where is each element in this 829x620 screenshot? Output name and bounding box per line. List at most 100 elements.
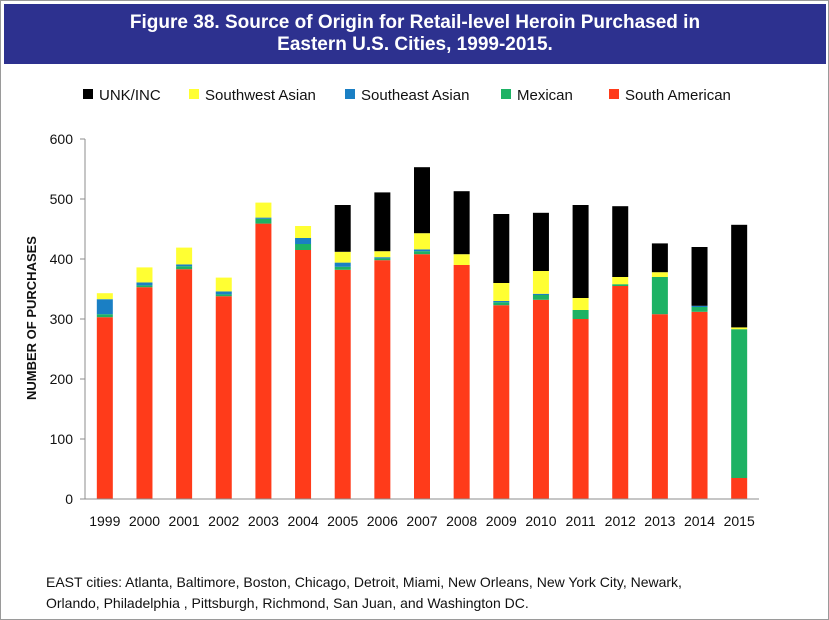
bar-southwest-asian-1999 xyxy=(96,293,113,300)
bar-southeast-asian-2004 xyxy=(295,238,312,244)
bar-southwest-asian-2006 xyxy=(374,251,391,258)
bar-stack-2000 xyxy=(136,267,153,499)
y-tick-label: 500 xyxy=(50,191,74,207)
bar-unk-inc-2008 xyxy=(453,191,470,255)
y-tick-label: 100 xyxy=(50,431,74,447)
bar-stack-1999 xyxy=(96,293,113,499)
bar-southwest-asian-2010 xyxy=(532,271,549,294)
bar-southwest-asian-2002 xyxy=(215,277,232,292)
bar-south-american-2000 xyxy=(136,287,153,499)
bar-stack-2007 xyxy=(414,167,430,499)
bar-stack-2011 xyxy=(572,205,589,499)
bar-southwest-asian-2015 xyxy=(731,327,748,330)
bar-stack-2012 xyxy=(612,206,629,499)
bar-south-american-2004 xyxy=(295,250,312,499)
bar-south-american-2015 xyxy=(731,478,748,499)
bar-mexican-2009 xyxy=(493,302,510,306)
bar-unk-inc-2006 xyxy=(374,192,391,252)
legend-label-southeast-asian: Southeast Asian xyxy=(361,87,469,104)
bar-southeast-asian-2005 xyxy=(334,262,351,267)
legend-item-southeast-asian: Southeast Asian xyxy=(345,87,469,104)
bar-stack-2004 xyxy=(295,226,312,499)
y-tick-label: 0 xyxy=(65,491,73,507)
figure-title-line-2: Eastern U.S. Cities, 1999-2015. xyxy=(277,34,553,55)
legend-item-south-american: South American xyxy=(609,87,731,104)
bar-unk-inc-2015 xyxy=(731,224,748,328)
bar-south-american-2006 xyxy=(374,260,391,499)
legend-swatch-mexican xyxy=(501,89,511,99)
legend-swatch-southwest-asian xyxy=(189,89,199,99)
bar-southeast-asian-2014 xyxy=(691,305,708,307)
bar-stack-2014 xyxy=(691,247,708,499)
legend-swatch-unk-inc xyxy=(83,89,93,99)
y-tick-label: 600 xyxy=(50,131,74,147)
bar-south-american-2011 xyxy=(572,319,589,499)
x-tick-label: 2001 xyxy=(169,513,200,529)
bar-southeast-asian-1999 xyxy=(96,299,113,315)
bar-southwest-asian-2013 xyxy=(651,272,668,277)
bar-southwest-asian-2012 xyxy=(612,277,629,285)
y-axis-label: NUMBER OF PURCHASES xyxy=(24,236,39,400)
y-tick-label: 400 xyxy=(50,251,74,267)
legend-label-unk-inc: UNK/INC xyxy=(99,87,161,104)
bar-south-american-2005 xyxy=(334,269,351,499)
x-tick-label: 2010 xyxy=(525,513,556,529)
legend-swatch-south-american xyxy=(609,89,619,99)
bar-southeast-asian-2007 xyxy=(414,249,430,252)
bar-mexican-2004 xyxy=(295,244,312,250)
bar-southwest-asian-2007 xyxy=(414,233,430,250)
bar-southeast-asian-2006 xyxy=(374,257,391,259)
legend-item-unk-inc: UNK/INC xyxy=(83,87,161,104)
bar-mexican-2000 xyxy=(136,285,153,288)
y-tick-label: 200 xyxy=(50,371,74,387)
bar-stack-2010 xyxy=(532,212,549,499)
legend-swatch-southeast-asian xyxy=(345,89,355,99)
bar-south-american-2003 xyxy=(255,223,272,499)
bar-southeast-asian-2010 xyxy=(532,293,549,295)
bar-southwest-asian-2003 xyxy=(255,202,272,218)
footnote: EAST cities: Atlanta, Baltimore, Boston,… xyxy=(46,572,806,614)
bar-unk-inc-2011 xyxy=(572,205,589,298)
x-tick-label: 2007 xyxy=(406,513,437,529)
bar-unk-inc-2013 xyxy=(651,243,668,273)
bar-stack-2013 xyxy=(651,243,668,499)
bar-southeast-asian-2002 xyxy=(215,291,232,295)
bar-mexican-1999 xyxy=(96,314,113,318)
bar-south-american-2007 xyxy=(414,254,430,499)
bar-mexican-2005 xyxy=(334,266,351,270)
bar-southwest-asian-2009 xyxy=(493,283,510,301)
bar-stack-2008 xyxy=(453,191,470,499)
y-axis: 0 100 200 300 400 500 600 NUMBER OF PURCHASES xyxy=(24,131,86,507)
x-tick-label: 2005 xyxy=(327,513,358,529)
bar-mexican-2006 xyxy=(374,258,391,261)
bar-mexican-2011 xyxy=(572,310,589,319)
bar-stack-2009 xyxy=(493,214,510,499)
bar-southwest-asian-2005 xyxy=(334,251,351,263)
bar-southwest-asian-2004 xyxy=(295,226,312,238)
bar-south-american-2002 xyxy=(215,296,232,499)
x-tick-label: 2011 xyxy=(566,513,596,529)
bar-south-american-2009 xyxy=(493,305,510,499)
legend-item-southwest-asian: Southwest Asian xyxy=(189,87,316,104)
x-tick-label: 2004 xyxy=(287,513,318,529)
bar-unk-inc-2009 xyxy=(493,214,510,283)
bar-mexican-2013 xyxy=(651,277,668,315)
bar-south-american-2014 xyxy=(691,311,708,499)
legend-label-mexican: Mexican xyxy=(517,87,573,104)
bar-unk-inc-2010 xyxy=(532,212,549,271)
bar-stack-2005 xyxy=(334,205,351,499)
bar-mexican-2015 xyxy=(731,329,748,478)
bar-unk-inc-2012 xyxy=(612,206,629,277)
figure-title: Figure 38. Source of Origin for Retail-l… xyxy=(4,4,826,64)
bar-southwest-asian-2008 xyxy=(453,254,470,265)
bar-southeast-asian-2003 xyxy=(255,217,272,219)
bar-mexican-2001 xyxy=(176,266,193,270)
x-tick-label: 2013 xyxy=(644,513,675,529)
x-axis: 1999 2000 2001 2002 2003 2004 2005 2006 2007 2008… xyxy=(85,498,759,529)
x-tick-label: 2015 xyxy=(724,513,755,529)
bar-south-american-2013 xyxy=(651,314,668,499)
bar-stack-2015 xyxy=(731,224,748,499)
bar-southwest-asian-2011 xyxy=(572,298,589,310)
bar-stack-2006 xyxy=(374,192,391,499)
bar-unk-inc-2014 xyxy=(691,247,708,306)
